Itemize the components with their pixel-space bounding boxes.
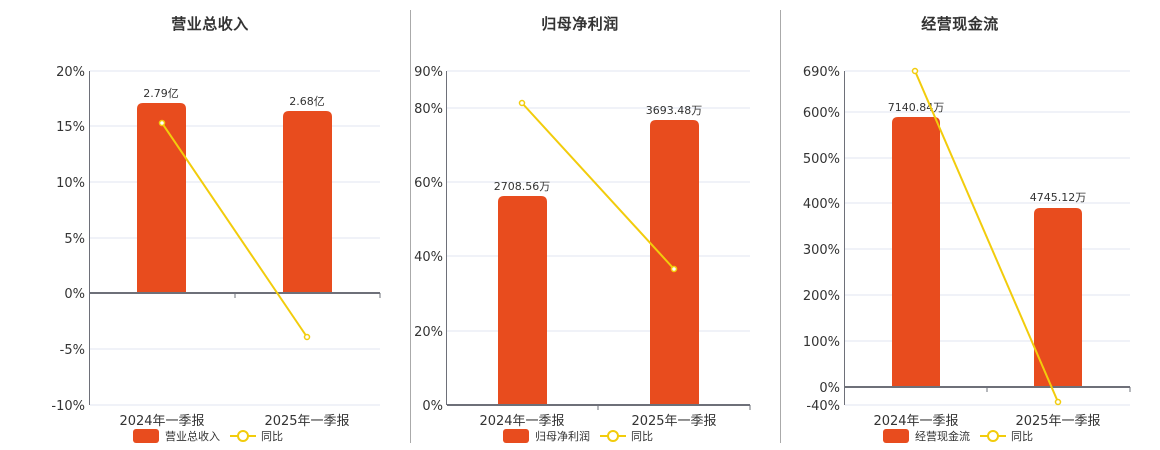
chart-legend: 营业总收入 同比 xyxy=(133,428,283,444)
yoy-line xyxy=(518,99,678,273)
svg-text:20%: 20% xyxy=(56,65,85,80)
line-legend-icon[interactable] xyxy=(230,429,256,443)
yoy-point xyxy=(158,119,166,127)
yoy-point xyxy=(670,265,678,273)
bar-legend-swatch[interactable] xyxy=(503,429,529,443)
svg-text:90%: 90% xyxy=(414,65,443,80)
svg-text:2024年一季报: 2024年一季报 xyxy=(873,414,958,429)
svg-text:2025年一季报: 2025年一季报 xyxy=(631,414,716,429)
line-legend-icon[interactable] xyxy=(980,429,1006,443)
svg-text:690%: 690% xyxy=(803,65,840,80)
bar-legend-swatch[interactable] xyxy=(133,429,159,443)
svg-text:600%: 600% xyxy=(803,106,840,121)
y-axis-labels: 20% 15% 10% 5% 0% -5% -10% xyxy=(51,65,85,414)
yoy-line xyxy=(158,119,311,341)
svg-text:60%: 60% xyxy=(414,176,443,191)
yoy-point xyxy=(911,67,919,75)
svg-text:40%: 40% xyxy=(414,250,443,265)
line-legend-label[interactable]: 同比 xyxy=(631,430,653,443)
svg-text:2708.56万: 2708.56万 xyxy=(494,180,551,193)
svg-text:0%: 0% xyxy=(422,399,443,414)
line-legend-label[interactable]: 同比 xyxy=(1011,430,1033,443)
chart-plot: 90% 80% 60% 40% 20% 0% 2708.56万 3693.48万… xyxy=(414,65,751,429)
svg-text:400%: 400% xyxy=(803,197,840,212)
svg-text:2025年一季报: 2025年一季报 xyxy=(1015,414,1100,429)
chart-legend: 归母净利润 同比 xyxy=(503,428,653,444)
bar-legend-label[interactable]: 营业总收入 xyxy=(165,430,220,443)
bar-2024q1 xyxy=(498,196,547,405)
svg-text:80%: 80% xyxy=(414,102,443,117)
panel-divider xyxy=(780,10,781,443)
svg-text:0%: 0% xyxy=(64,287,85,302)
y-axis-labels: 90% 80% 60% 40% 20% 0% xyxy=(414,65,443,414)
line-legend-label[interactable]: 同比 xyxy=(261,430,283,443)
svg-text:300%: 300% xyxy=(803,243,840,258)
svg-text:15%: 15% xyxy=(56,120,85,135)
svg-text:-40%: -40% xyxy=(806,399,840,414)
yoy-point xyxy=(518,99,526,107)
svg-text:500%: 500% xyxy=(803,152,840,167)
y-axis-labels: 690% 600% 500% 400% 300% 200% 100% 0% -4… xyxy=(803,65,840,414)
bars xyxy=(498,120,699,405)
x-axis-labels: 2024年一季报 2025年一季报 xyxy=(119,414,349,429)
chart-title: 经营现金流 xyxy=(921,15,999,33)
line-legend-icon[interactable] xyxy=(600,429,626,443)
yoy-point xyxy=(1054,398,1062,406)
svg-text:2024年一季报: 2024年一季报 xyxy=(479,414,564,429)
x-axis-labels: 2024年一季报 2025年一季报 xyxy=(479,414,716,429)
bar-2024q1 xyxy=(892,117,940,387)
svg-text:2.68亿: 2.68亿 xyxy=(289,95,325,108)
bar-legend-label[interactable]: 经营现金流 xyxy=(915,430,970,443)
grid-lines xyxy=(447,70,750,332)
svg-text:-5%: -5% xyxy=(60,343,85,358)
svg-text:3693.48万: 3693.48万 xyxy=(646,104,703,117)
svg-text:10%: 10% xyxy=(56,176,85,191)
bars xyxy=(892,117,1082,387)
svg-text:0%: 0% xyxy=(819,381,840,396)
bar-2025q1 xyxy=(650,120,699,405)
bar-2025q1 xyxy=(283,111,332,293)
svg-text:2.79亿: 2.79亿 xyxy=(143,87,179,100)
svg-text:4745.12万: 4745.12万 xyxy=(1030,191,1087,204)
svg-text:-10%: -10% xyxy=(51,399,85,414)
bar-legend-swatch[interactable] xyxy=(883,429,909,443)
svg-text:100%: 100% xyxy=(803,335,840,350)
yoy-point xyxy=(303,333,311,341)
chart-plot: 20% 15% 10% 5% 0% -5% -10% 2.79亿 2.68亿 2… xyxy=(51,65,381,429)
bars xyxy=(137,103,332,293)
panel-divider xyxy=(410,10,411,443)
chart-title: 营业总收入 xyxy=(171,15,249,33)
bar-2024q1 xyxy=(137,103,186,293)
bar-value-labels: 2.79亿 2.68亿 xyxy=(143,87,325,108)
chart-legend: 经营现金流 同比 xyxy=(883,428,1033,444)
svg-text:200%: 200% xyxy=(803,289,840,304)
svg-text:2024年一季报: 2024年一季报 xyxy=(119,414,204,429)
x-axis-labels: 2024年一季报 2025年一季报 xyxy=(873,414,1100,429)
chart-panel-net-profit: 归母净利润 90% 80% 60% 40% 20% 0% 2708.56万 36… xyxy=(414,15,751,444)
chart-panel-revenue: 营业总收入 20% 15% 10% 5% 0% -5% -10% 2.79亿 2… xyxy=(0,0,400,450)
bar-legend-label[interactable]: 归母净利润 xyxy=(535,430,590,443)
svg-text:20%: 20% xyxy=(414,325,443,340)
svg-text:5%: 5% xyxy=(64,232,85,247)
svg-text:2025年一季报: 2025年一季报 xyxy=(264,414,349,429)
svg-text:7140.84万: 7140.84万 xyxy=(888,101,945,114)
bar-value-labels: 2708.56万 3693.48万 xyxy=(494,104,703,193)
bar-2025q1 xyxy=(1034,208,1082,387)
yoy-line xyxy=(911,67,1062,406)
chart-title: 归母净利润 xyxy=(541,15,619,33)
